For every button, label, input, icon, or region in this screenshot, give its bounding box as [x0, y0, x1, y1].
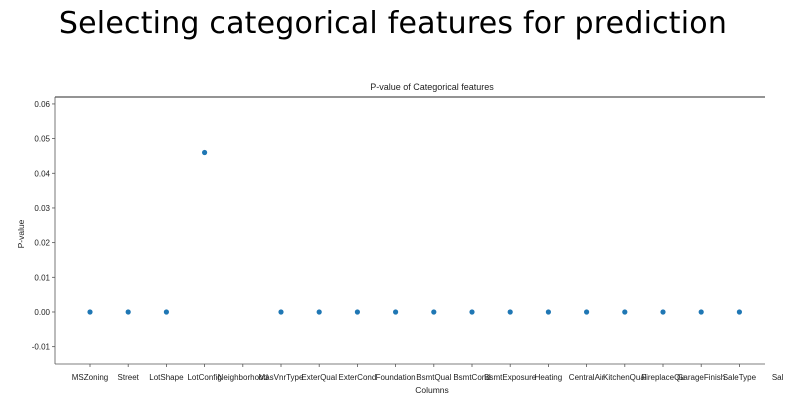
chart-title: P-value of Categorical features: [370, 82, 494, 92]
x-tick-label: BsmtExposure: [484, 373, 537, 382]
data-point: [87, 309, 93, 315]
x-tick-label: MasVnrType: [259, 373, 304, 382]
x-tick-label: Neighborhood: [218, 373, 268, 382]
y-tick-label: 0.04: [34, 169, 50, 178]
x-tick-label: Street: [118, 373, 140, 382]
y-tick-label: -0.01: [32, 343, 51, 352]
x-tick-label: CentralAir: [569, 373, 605, 382]
data-point: [316, 309, 322, 315]
chart-axes: [54, 96, 765, 365]
data-point: [584, 309, 590, 315]
x-axis-label: Columns: [415, 385, 449, 395]
y-axis-ticks: -0.01 0.00 0.01 0.02 0.03 0.04 0.05 0.06: [32, 100, 55, 352]
y-tick-label: 0.02: [34, 239, 50, 248]
data-point: [660, 309, 666, 315]
x-tick-label: FireplaceQu: [641, 373, 685, 382]
data-points: [87, 149, 743, 315]
data-point: [125, 309, 131, 315]
x-tick-label: ExterCond: [339, 373, 377, 382]
data-point: [622, 309, 628, 315]
data-point: [736, 309, 743, 315]
data-point: [545, 309, 552, 315]
data-point: [163, 309, 169, 315]
y-tick-label: 0.00: [34, 308, 50, 317]
data-point: [698, 309, 704, 315]
data-point: [202, 149, 208, 156]
y-axis-label: P-value: [16, 219, 26, 248]
x-tick-label: GarageFinish: [677, 373, 725, 382]
x-tick-label: KitchenQual: [603, 373, 647, 382]
x-tick-label: Heating: [535, 373, 563, 382]
y-tick-label: 0.03: [34, 204, 50, 213]
data-point: [469, 309, 475, 315]
x-tick-label: Foundation: [376, 373, 416, 382]
data-point: [507, 309, 513, 315]
x-tick-label: ExterQual: [301, 373, 337, 382]
x-tick-label: LotShape: [149, 373, 184, 382]
x-tick-label: BsmtQual: [416, 373, 451, 382]
x-tick-label: SaleType: [723, 373, 757, 382]
slide-title: Selecting categorical features for predi…: [58, 6, 728, 41]
y-tick-label: 0.01: [34, 273, 50, 282]
data-point: [354, 309, 360, 315]
y-tick-label: 0.06: [34, 100, 50, 109]
data-point: [278, 309, 284, 315]
data-point: [431, 309, 437, 315]
data-point: [393, 309, 399, 315]
x-tick-label: Sal: [772, 373, 784, 382]
x-axis-ticks: MSZoning Street LotShape LotConfigNeighborh…: [72, 364, 784, 382]
x-tick-label: LotConfig: [187, 373, 221, 382]
x-tick-label: BsmtCond: [453, 373, 490, 382]
y-tick-label: 0.05: [34, 135, 50, 144]
x-tick-label: MSZoning: [72, 373, 108, 382]
